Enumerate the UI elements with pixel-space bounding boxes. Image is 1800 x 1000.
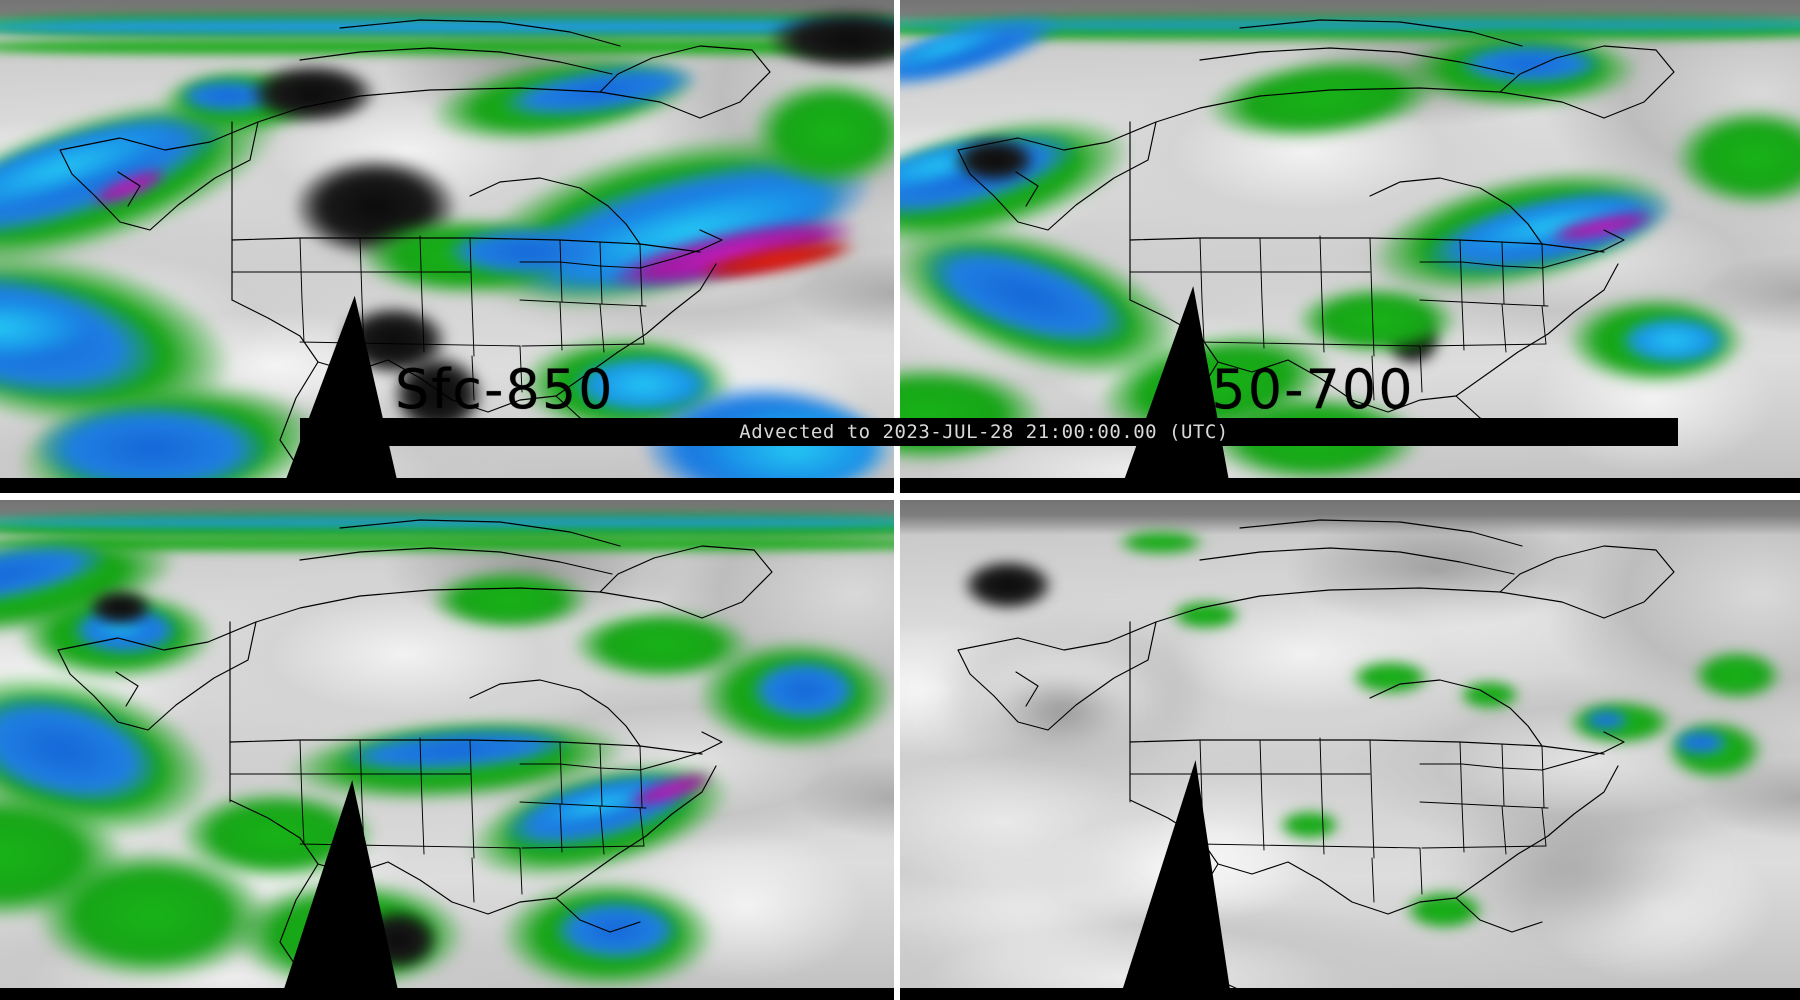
moisture-field-850-700 (900, 0, 1800, 493)
map-outlines-sfc-850 (0, 0, 894, 493)
map-bottom-mask (900, 478, 1800, 493)
panel-label-850-700: 850-700 (1175, 358, 1415, 421)
timestamp-left-strip (300, 418, 490, 446)
map-bottom-mask (0, 987, 894, 1000)
moisture-field-sfc-850 (0, 0, 894, 493)
moisture-field-700-500 (0, 500, 894, 1000)
panel-500-300[interactable]: 500-300 (900, 500, 1800, 1000)
map-outlines-850-700 (900, 0, 1800, 493)
map-bottom-mask (900, 987, 1800, 1000)
vertical-divider (894, 0, 900, 1000)
horizontal-divider (0, 493, 1800, 500)
panel-850-700[interactable]: 850-700 (900, 0, 1800, 493)
map-bottom-mask (0, 478, 894, 493)
map-outlines-700-500 (0, 500, 894, 1000)
panel-700-500[interactable]: 700-500 (0, 500, 894, 1000)
timestamp-right-strip (1478, 418, 1678, 446)
panel-label-sfc-850: Sfc-850 (395, 358, 615, 421)
panel-sfc-850[interactable]: Sfc-850 (0, 0, 894, 493)
timestamp-text: Advected to 2023-JUL-28 21:00:00.00 (UTC… (739, 421, 1229, 443)
map-outlines-500-300 (900, 500, 1800, 1000)
moisture-field-500-300 (900, 500, 1800, 1000)
timestamp-bar: Advected to 2023-JUL-28 21:00:00.00 (UTC… (484, 418, 1484, 446)
